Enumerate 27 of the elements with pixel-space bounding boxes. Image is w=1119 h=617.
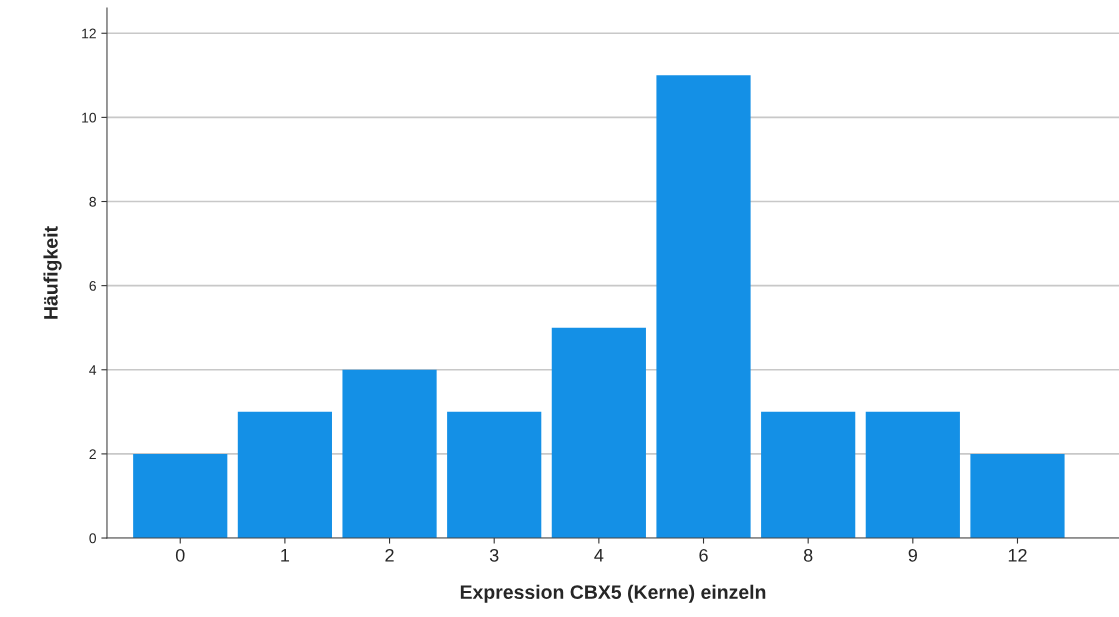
bar (551, 327, 646, 539)
x-tick-label: 2 (385, 548, 394, 562)
bar (133, 453, 228, 539)
x-axis-title: Expression CBX5 (Kerne) einzeln (460, 584, 766, 603)
y-tick-label: 10 (82, 112, 97, 123)
bar (656, 75, 751, 539)
x-tick-label: 6 (699, 548, 708, 562)
y-tick-label: 6 (89, 280, 96, 291)
bar (237, 411, 332, 539)
x-tick-label: 0 (175, 548, 185, 562)
y-tick-label: 2 (89, 449, 96, 459)
y-axis-title: Häufigkeit (43, 226, 62, 319)
bar (970, 453, 1065, 539)
bar (342, 369, 437, 539)
x-tick-label: 8 (803, 548, 813, 562)
bar (761, 411, 856, 539)
y-tick-label: 8 (89, 196, 96, 207)
x-tick-label: 12 (1008, 548, 1027, 562)
x-tick-label: 3 (489, 548, 499, 562)
x-tick-label: 9 (908, 548, 917, 562)
y-tick-label: 12 (82, 28, 96, 39)
x-tick-label: 4 (594, 549, 604, 562)
y-tick-label: 0 (89, 533, 97, 544)
y-tick-label: 4 (89, 365, 97, 375)
bar (447, 411, 542, 539)
x-tick-label: 1 (281, 549, 290, 562)
bar (865, 411, 960, 539)
